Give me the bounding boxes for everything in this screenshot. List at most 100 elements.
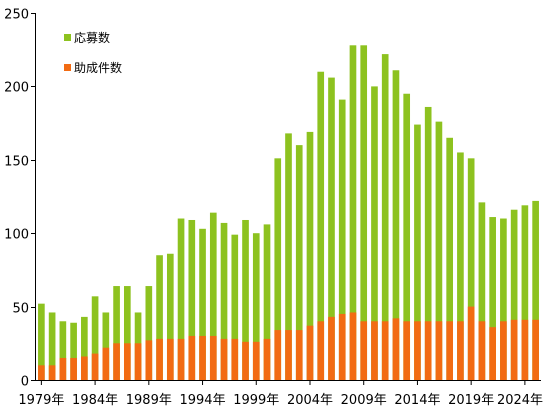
bar-grants (360, 321, 368, 380)
bar-grants (424, 321, 432, 380)
bar-grants (392, 318, 400, 380)
bar-applications (48, 312, 56, 380)
bar-grants (371, 321, 378, 380)
bar-applications (263, 224, 271, 380)
bar-applications (489, 217, 496, 380)
bar-grants (102, 347, 110, 380)
x-tick-label: 2014年 (394, 393, 440, 408)
bar-applications (521, 205, 529, 380)
bar-grants (500, 321, 507, 380)
y-tick-label: 250 (4, 8, 29, 23)
bar-applications (38, 303, 45, 380)
bar-applications (360, 45, 368, 381)
bar-grants (521, 319, 529, 380)
y-tick-label: 0 (21, 375, 29, 390)
bar-grants (317, 321, 325, 380)
bar-grants (242, 341, 249, 380)
x-tick-label: 2019年 (448, 393, 494, 408)
bar-grants (510, 319, 518, 380)
bar-applications (209, 212, 217, 380)
bar-grants (199, 335, 206, 380)
bar-applications (113, 286, 120, 380)
x-tick-label: 2024年 (497, 393, 543, 408)
bar-applications (274, 158, 282, 380)
bar-grants (220, 338, 228, 380)
bar-grants (349, 312, 357, 380)
bar-applications (91, 296, 99, 380)
bar-grants (467, 306, 475, 380)
bar-grants (231, 338, 239, 380)
bar-applications (177, 218, 185, 380)
y-ticks-layer: 0 50 100 150 200 250 (4, 8, 36, 390)
bar-applications (81, 316, 88, 380)
bar-grants (209, 335, 217, 380)
bar-applications (145, 286, 153, 380)
bar-applications (500, 218, 507, 380)
bar-grants (338, 313, 346, 380)
bar-grants (478, 321, 486, 380)
bar-applications (156, 255, 163, 380)
bar-grants (446, 321, 453, 380)
bar-grants (166, 338, 174, 380)
bar-grants (70, 357, 77, 380)
bar-grants (134, 343, 142, 380)
bar-applications (532, 200, 539, 380)
bar-grants (145, 340, 153, 380)
bar-applications (403, 93, 411, 381)
bar-grants (489, 327, 496, 380)
bar-applications (102, 312, 110, 380)
bar-applications (220, 222, 228, 380)
bar-grants (403, 321, 411, 380)
bar-applications (252, 233, 260, 380)
bar-grants (306, 325, 314, 380)
x-tick-label: 1979年 (18, 393, 64, 408)
bar-grants (381, 321, 389, 380)
bar-applications (124, 286, 131, 380)
bar-applications (510, 209, 518, 380)
bar-applications (446, 137, 453, 380)
bar-applications (328, 77, 335, 380)
bar-applications (166, 253, 174, 380)
bar-grants (188, 335, 196, 380)
x-tick-label: 2009年 (341, 393, 387, 408)
x-tick-label: 1994年 (179, 393, 225, 408)
bar-grants (263, 338, 271, 380)
y-tick-label: 50 (12, 302, 29, 317)
bar-grants (328, 316, 335, 380)
bar-applications (295, 145, 303, 380)
bar-applications (338, 99, 346, 381)
bar-grants (81, 356, 88, 380)
bar-applications (467, 158, 475, 380)
bar-grants (124, 343, 131, 380)
bar-applications (285, 133, 292, 380)
legend-label-applications: 応募数 (74, 30, 110, 45)
x-tick-label: 1999年 (233, 393, 279, 408)
bar-grants (457, 321, 464, 380)
legend-swatch-grants (64, 64, 71, 71)
bar-applications (59, 321, 67, 380)
legend-swatch-applications (64, 34, 71, 41)
bar-grants (59, 357, 67, 380)
bar-applications (231, 234, 239, 380)
bar-grants (91, 353, 99, 380)
bar-grants (38, 365, 45, 380)
bar-applications (242, 219, 249, 380)
bar-applications (371, 86, 378, 381)
bar-grants (252, 341, 260, 380)
bar-applications (381, 54, 389, 380)
bar-grants (532, 319, 539, 380)
x-tick-label: 1984年 (72, 393, 118, 408)
bar-grants (48, 365, 56, 380)
bar-applications (478, 202, 486, 380)
bar-applications (199, 228, 206, 380)
x-tick-label: 2004年 (287, 393, 333, 408)
bar-applications (306, 131, 314, 380)
bar-grants (295, 330, 303, 380)
bar-applications (392, 70, 400, 380)
bar-applications (424, 106, 432, 380)
y-tick-label: 200 (4, 81, 29, 96)
bar-grants (156, 338, 163, 380)
y-tick-label: 150 (4, 155, 29, 170)
